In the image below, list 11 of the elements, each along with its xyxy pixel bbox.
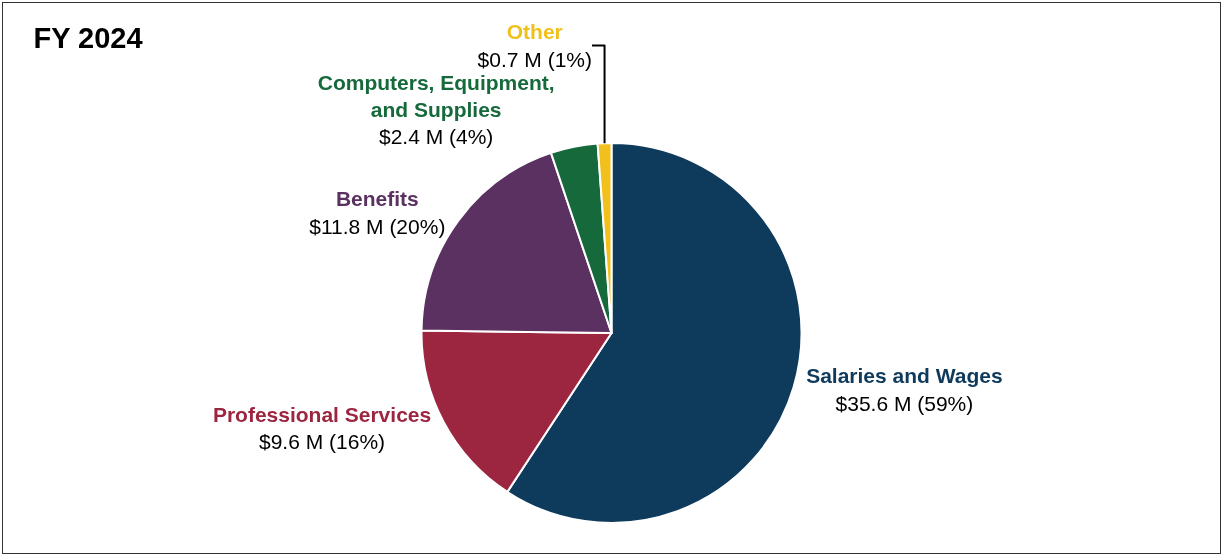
chart-title: FY 2024	[33, 22, 143, 55]
slice-label: Benefits	[335, 187, 419, 211]
data-label: $35.6 M (59%)	[835, 391, 974, 415]
slice-label: Other	[506, 20, 563, 44]
slice-label: Salaries and Wages	[806, 364, 1003, 388]
data-label: $11.8 M (20%)	[309, 214, 446, 238]
slice-label: Professional Services	[212, 402, 432, 426]
data-label: $0.7 M (1%)	[477, 47, 592, 71]
slice-label: Computers, Equipment, and Supplies	[317, 70, 555, 121]
data-label: $9.6 M (16%)	[258, 429, 386, 453]
data-label: $2.4 M (4%)	[378, 125, 494, 149]
